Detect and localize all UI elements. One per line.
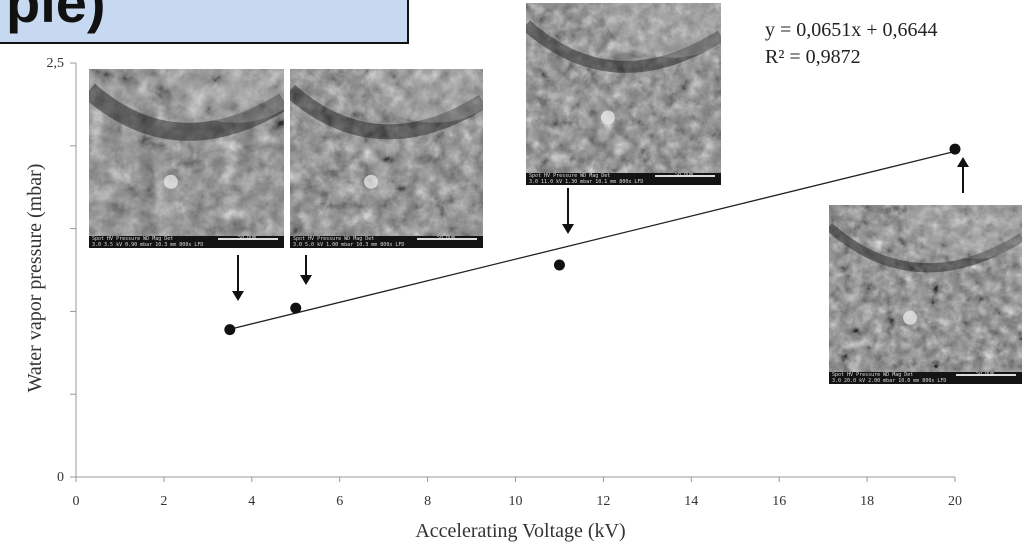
trendline-equation: y = 0,0651x + 0,6644 bbox=[765, 19, 938, 41]
x-tick-label: 2 bbox=[160, 494, 167, 509]
micrograph-scale-label: 50.0µm bbox=[674, 173, 693, 178]
y-tick-label: 0 bbox=[57, 470, 64, 485]
title-banner-text: ple) bbox=[6, 0, 106, 34]
micrograph-caption-line2: 3.0 20.0 kV 2.00 mbar 10.0 mm 800x LFD bbox=[832, 378, 947, 384]
micrograph-caption-bar: Spot HV Pressure WD Mag Det 3.0 20.0 kV 2… bbox=[829, 372, 1022, 384]
r-squared-value: R² = 0,9872 bbox=[765, 46, 861, 68]
micrograph-caption-line2: 3.0 5.0 kV 1.00 mbar 10.3 mm 800x LFD bbox=[293, 242, 405, 248]
x-tick-label: 6 bbox=[336, 494, 343, 509]
micrograph-caption-line2: 3.0 11.0 kV 1.30 mbar 10.1 mm 800x LFD bbox=[529, 179, 644, 185]
x-tick-label: 10 bbox=[509, 494, 523, 509]
micrograph-caption-line1: Spot HV Pressure WD Mag Det bbox=[92, 236, 174, 242]
pointer-arrow-head bbox=[562, 224, 574, 234]
title-banner: ple) bbox=[0, 0, 409, 44]
data-point bbox=[290, 302, 302, 314]
x-tick-label: 8 bbox=[424, 494, 431, 509]
x-tick-label: 20 bbox=[948, 494, 962, 509]
micrograph-texture bbox=[526, 3, 721, 185]
micrograph-caption-line1: Spot HV Pressure WD Mag Det bbox=[293, 236, 375, 242]
micrograph-scale-label: 50.0µm bbox=[975, 372, 994, 377]
data-point bbox=[224, 324, 236, 336]
micrograph-caption-line1: Spot HV Pressure WD Mag Det bbox=[832, 372, 914, 378]
micrograph-scale-bar bbox=[417, 238, 477, 240]
micrograph-caption-line1: Spot HV Pressure WD Mag Det bbox=[529, 173, 611, 179]
sem-micrograph-11kv: Spot HV Pressure WD Mag Det 3.0 11.0 kV 1… bbox=[526, 3, 721, 185]
x-tick-label: 18 bbox=[860, 494, 874, 509]
sem-micrograph-20kv: Spot HV Pressure WD Mag Det 3.0 20.0 kV 2… bbox=[829, 205, 1022, 384]
x-tick-label: 0 bbox=[73, 494, 80, 509]
x-tick-label: 4 bbox=[248, 494, 255, 509]
x-axis-label: Accelerating Voltage (kV) bbox=[415, 520, 625, 542]
pointer-arrow-head bbox=[300, 275, 312, 285]
trendline bbox=[229, 150, 956, 330]
micrograph-texture bbox=[290, 69, 483, 248]
micrograph-texture bbox=[829, 205, 1022, 384]
y-tick-label: 2,5 bbox=[47, 56, 65, 71]
data-point bbox=[553, 259, 565, 271]
y-axis-label: Water vapor pressure (mbar) bbox=[24, 164, 46, 393]
micrograph-caption-bar: Spot HV Pressure WD Mag Det 3.0 11.0 kV 1… bbox=[526, 173, 721, 185]
pointer-arrow-head bbox=[957, 157, 969, 167]
x-tick-label: 12 bbox=[596, 494, 610, 509]
sem-micrograph-5kv: Spot HV Pressure WD Mag Det 3.0 5.0 kV 1.… bbox=[290, 69, 483, 248]
micrograph-texture bbox=[89, 69, 284, 248]
micrograph-scale-bar bbox=[218, 238, 278, 240]
micrograph-scale-bar bbox=[655, 175, 715, 177]
sem-micrograph-3-5kv: Spot HV Pressure WD Mag Det 3.0 3.5 kV 0.… bbox=[89, 69, 284, 248]
micrograph-caption-bar: Spot HV Pressure WD Mag Det 3.0 3.5 kV 0.… bbox=[89, 236, 284, 248]
micrograph-caption-line2: 3.0 3.5 kV 0.90 mbar 10.3 mm 800x LFD bbox=[92, 242, 204, 248]
x-tick-label: 14 bbox=[684, 494, 698, 509]
micrograph-caption-bar: Spot HV Pressure WD Mag Det 3.0 5.0 kV 1.… bbox=[290, 236, 483, 248]
micrograph-scale-bar bbox=[956, 374, 1016, 376]
micrograph-scale-label: 50.0µm bbox=[436, 236, 455, 241]
pointer-arrow-head bbox=[232, 291, 244, 301]
data-point bbox=[949, 143, 961, 155]
x-tick-label: 16 bbox=[772, 494, 786, 509]
micrograph-scale-label: 50.0µm bbox=[237, 236, 256, 241]
